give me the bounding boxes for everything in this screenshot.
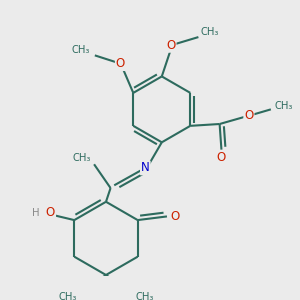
Text: CH₃: CH₃: [71, 45, 89, 55]
Text: O: O: [116, 57, 125, 70]
Text: CH₃: CH₃: [200, 27, 219, 37]
Text: O: O: [171, 210, 180, 223]
Text: O: O: [244, 109, 254, 122]
Text: O: O: [217, 152, 226, 164]
Text: H: H: [32, 208, 40, 218]
Text: O: O: [46, 206, 55, 219]
Text: CH₃: CH₃: [58, 292, 77, 300]
Text: O: O: [166, 39, 176, 52]
Text: CH₃: CH₃: [135, 292, 154, 300]
Text: CH₃: CH₃: [72, 153, 91, 163]
Text: N: N: [141, 161, 150, 174]
Text: CH₃: CH₃: [274, 101, 293, 111]
